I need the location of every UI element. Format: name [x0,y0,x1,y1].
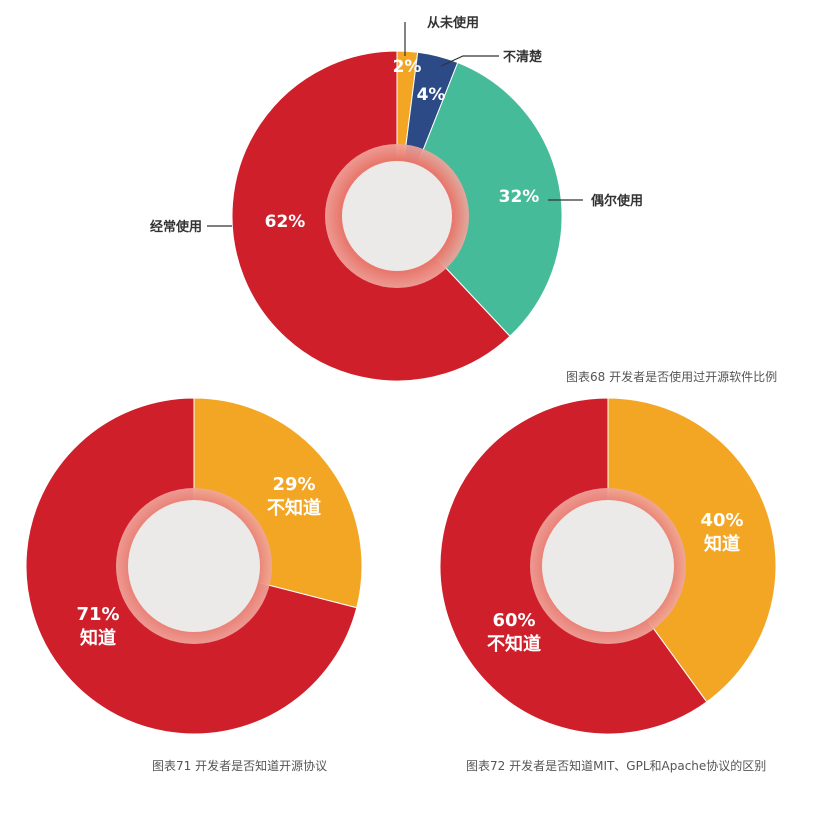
donut-hole [342,161,452,271]
donut-hole [128,500,260,632]
slice-value-label: 62% [265,212,306,232]
slice-value-label: 71% [76,604,119,625]
callout-leader-line [440,55,499,67]
slice-value-label: 32% [499,187,540,207]
slice-value-label: 40% [700,510,743,531]
callout-category-label: 偶尔使用 [591,193,643,209]
slice-value-label: 2% [393,57,422,77]
slice-category-label: 不知道 [267,497,321,519]
slice-category-label: 知道 [80,627,116,649]
chart-caption-71: 图表71 开发者是否知道开源协议 [152,759,328,773]
donut-hole [542,500,674,632]
callout-category-label: 从未使用 [427,15,479,31]
callout-category-label: 不清楚 [503,49,543,65]
pie-slice [396,61,563,337]
slice-category-label: 不知道 [487,633,541,655]
slice-value-label: 60% [492,610,535,631]
slice-value-label: 4% [417,85,446,105]
callout-category-label: 经常使用 [150,219,202,235]
slice-value-label: 29% [272,474,315,495]
chart-caption-68: 图表68 开发者是否使用过开源软件比例 [566,370,778,384]
slice-category-label: 知道 [704,533,740,555]
chart-caption-72: 图表72 开发者是否知道MIT、GPL和Apache协议的区别 [466,759,767,773]
pie-chart-license-difference-awareness: 40%知道 60%不知道 [439,397,777,735]
pie-chart-license-awareness: 29%不知道 71%知道 [25,397,363,735]
pie-slice [607,397,777,703]
